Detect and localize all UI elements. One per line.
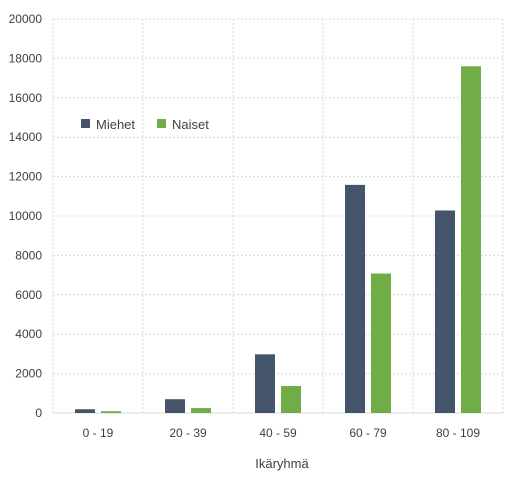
legend-swatch-naiset: [157, 119, 166, 128]
x-axis-ticks: 0 - 19 20 - 39 40 - 59 60 - 79 80 - 109: [83, 426, 481, 440]
x-tick-label: 40 - 59: [259, 426, 297, 440]
y-tick-label: 18000: [9, 51, 43, 65]
bars: [75, 66, 481, 413]
x-tick-label: 60 - 79: [349, 426, 387, 440]
y-tick-label: 12000: [9, 170, 43, 184]
y-tick-label: 8000: [15, 248, 42, 262]
y-tick-label: 14000: [9, 130, 43, 144]
y-tick-label: 6000: [15, 288, 42, 302]
x-axis-title: Ikäryhmä: [255, 456, 309, 471]
bar-naiset-2: [281, 386, 301, 413]
y-tick-label: 0: [35, 406, 42, 420]
bar-miehet-2: [255, 354, 275, 413]
legend: Miehet Naiset: [81, 117, 209, 132]
y-tick-label: 10000: [9, 209, 43, 223]
legend-swatch-miehet: [81, 119, 90, 128]
y-tick-label: 16000: [9, 91, 43, 105]
y-tick-label: 20000: [9, 12, 43, 26]
bar-naiset-4: [461, 66, 481, 413]
y-axis-ticks: 0 2000 4000 6000 8000 10000 12000 14000 16000 180…: [9, 12, 43, 420]
legend-label-naiset: Naiset: [172, 117, 209, 132]
bar-miehet-3: [345, 184, 365, 413]
bar-naiset-0: [101, 411, 121, 413]
y-tick-label: 4000: [15, 327, 42, 341]
bar-naiset-3: [371, 273, 391, 413]
bar-miehet-0: [75, 409, 95, 413]
x-tick-label: 20 - 39: [169, 426, 207, 440]
bar-miehet-4: [435, 210, 455, 413]
y-tick-label: 2000: [15, 367, 42, 381]
x-tick-label: 0 - 19: [83, 426, 114, 440]
x-tick-label: 80 - 109: [436, 426, 480, 440]
legend-label-miehet: Miehet: [96, 117, 135, 132]
bar-naiset-1: [191, 408, 211, 413]
bar-miehet-1: [165, 399, 185, 413]
gridlines: [52, 18, 504, 414]
